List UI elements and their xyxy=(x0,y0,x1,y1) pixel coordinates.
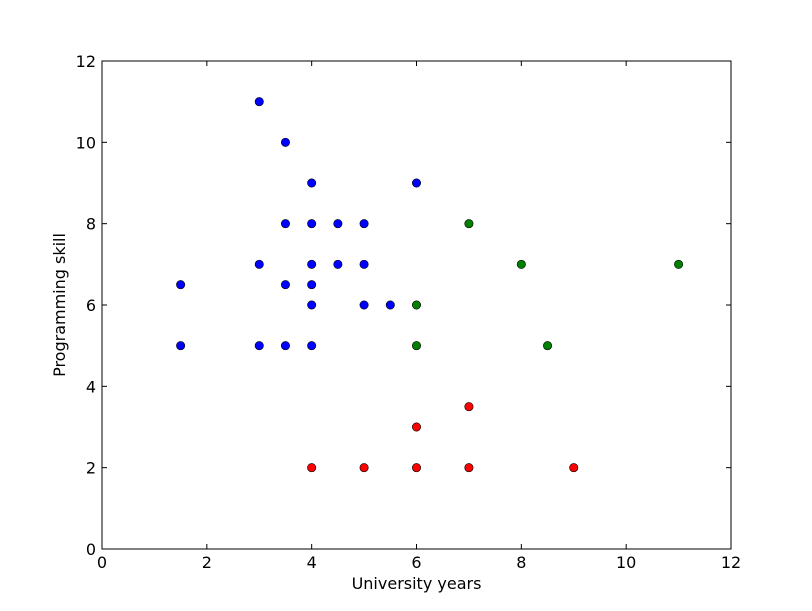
scatter-point xyxy=(569,463,579,473)
scatter-point xyxy=(280,280,290,290)
scatter-point xyxy=(385,300,395,310)
x-tick-label: 0 xyxy=(97,553,107,572)
scatter-point xyxy=(307,178,317,188)
scatter-point xyxy=(333,219,343,229)
y-tick-label: 8 xyxy=(86,215,96,234)
scatter-point xyxy=(359,259,369,269)
scatter-point xyxy=(280,341,290,351)
scatter-point xyxy=(307,259,317,269)
x-tick-label: 6 xyxy=(411,553,421,572)
scatter-point xyxy=(254,97,264,107)
y-axis-label: Programming skill xyxy=(50,233,69,377)
y-tick-label: 4 xyxy=(86,377,96,396)
scatter-point xyxy=(307,280,317,290)
y-tick-label: 10 xyxy=(76,133,96,152)
x-axis-label: University years xyxy=(352,574,482,593)
scatter-point xyxy=(307,341,317,351)
scatter-point xyxy=(411,300,421,310)
x-tick-label: 2 xyxy=(202,553,212,572)
scatter-point xyxy=(307,219,317,229)
scatter-point xyxy=(254,259,264,269)
scatter-point xyxy=(543,341,553,351)
scatter-point xyxy=(254,341,264,351)
scatter-point xyxy=(333,259,343,269)
scatter-point xyxy=(280,219,290,229)
scatter-point xyxy=(411,422,421,432)
scatter-point xyxy=(307,463,317,473)
scatter-point xyxy=(516,259,526,269)
scatter-point xyxy=(359,463,369,473)
scatter-point xyxy=(411,341,421,351)
x-tick-label: 10 xyxy=(616,553,636,572)
scatter-point xyxy=(674,259,684,269)
scatter-point xyxy=(464,463,474,473)
y-tick-label: 0 xyxy=(86,540,96,559)
y-tick-label: 6 xyxy=(86,296,96,315)
scatter-point xyxy=(411,178,421,188)
scatter-point xyxy=(307,300,317,310)
scatter-point xyxy=(359,219,369,229)
scatter-point xyxy=(280,137,290,147)
scatter-point xyxy=(176,341,186,351)
scatter-point xyxy=(411,463,421,473)
y-tick-label: 12 xyxy=(76,52,96,71)
scatter-point xyxy=(464,402,474,412)
scatter-point xyxy=(464,219,474,229)
scatter-point xyxy=(176,280,186,290)
plot-area xyxy=(176,97,684,473)
x-tick-label: 8 xyxy=(516,553,526,572)
axis-ticks: 0 2 4 6 8 10 12 0 2 4 6 8 10 12 xyxy=(76,52,742,572)
y-tick-label: 2 xyxy=(86,459,96,478)
x-tick-label: 12 xyxy=(721,553,741,572)
x-tick-label: 4 xyxy=(307,553,317,572)
scatter-point xyxy=(359,300,369,310)
